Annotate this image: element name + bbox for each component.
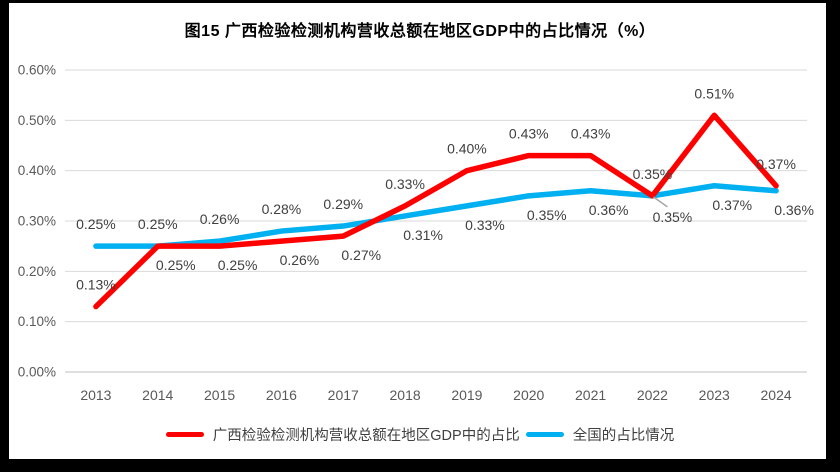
data-label: 0.51%	[694, 85, 734, 101]
legend-label-guangxi: 广西检验检测机构营收总额在地区GDP中的占比	[212, 427, 520, 444]
data-label: 0.13%	[76, 277, 116, 293]
data-label: 0.29%	[323, 196, 363, 212]
x-axis-tick-label: 2023	[699, 387, 730, 403]
x-axis-tick-label: 2014	[142, 387, 173, 403]
x-axis-tick-label: 2020	[513, 387, 544, 403]
data-label: 0.25%	[138, 216, 178, 232]
data-label: 0.25%	[218, 257, 258, 273]
y-axis-tick-label: 0.30%	[18, 214, 56, 229]
legend-swatch-blue-line	[525, 431, 564, 437]
data-label: 0.37%	[712, 197, 752, 213]
chart-panel	[9, 3, 826, 459]
data-label: 0.27%	[341, 247, 381, 263]
data-label: 0.28%	[262, 201, 302, 217]
x-axis-tick-label: 2024	[761, 387, 792, 403]
data-label: 0.37%	[756, 156, 796, 172]
data-label: 0.36%	[589, 202, 629, 218]
series-lines	[93, 112, 779, 310]
leader-line	[652, 196, 668, 208]
x-axis-tick-label: 2021	[575, 387, 606, 403]
data-label: 0.25%	[156, 257, 196, 273]
y-axis-tick-label: 0.10%	[18, 314, 56, 329]
legend-swatch-red-line	[165, 431, 204, 437]
data-label: 0.33%	[385, 176, 425, 192]
data-label: 0.25%	[76, 216, 116, 232]
x-axis-tick-label: 2016	[266, 387, 297, 403]
y-axis-tick-label: 0.20%	[18, 264, 56, 279]
x-axis-tick-label: 2019	[451, 387, 482, 403]
data-labels: 0.13% 0.25% 0.25% 0.26% 0.27% 0.33% 0.40% 0.43%…	[76, 85, 814, 292]
data-label: 0.36%	[774, 202, 814, 218]
data-label: 0.35%	[653, 209, 693, 225]
x-axis-tick-label: 2018	[390, 387, 421, 403]
series-line-guangxi	[93, 112, 779, 310]
legend-item-guangxi: 广西检验检测机构营收总额在地区GDP中的占比	[165, 424, 520, 445]
legend-item-national: 全国的占比情况	[525, 424, 675, 445]
axis-labels: 0.00% 0.10% 0.20% 0.30% 0.40% 0.50% 0.60% 2013 2…	[18, 63, 792, 404]
data-label: 0.40%	[447, 141, 487, 157]
data-label: 0.43%	[571, 126, 611, 142]
y-axis-tick-label: 0.40%	[18, 163, 56, 178]
data-label: 0.43%	[509, 126, 549, 142]
gridlines	[65, 69, 807, 373]
x-axis-tick-label: 2017	[328, 387, 359, 403]
legend-label-national: 全国的占比情况	[572, 427, 675, 444]
data-label: 0.26%	[200, 211, 240, 227]
series-line-national	[93, 183, 779, 249]
y-axis-tick-label: 0.00%	[18, 365, 56, 380]
data-label-leader-line	[652, 196, 668, 208]
chart-title: 图15 广西检验检测机构营收总额在地区GDP中的占比情况（%）	[184, 23, 656, 40]
y-axis-tick-label: 0.60%	[18, 63, 56, 78]
data-label: 0.35%	[527, 207, 567, 223]
y-axis-tick-label: 0.50%	[18, 113, 56, 128]
chart-legend: 广西检验检测机构营收总额在地区GDP中的占比 全国的占比情况	[0, 423, 840, 445]
data-label: 0.31%	[403, 227, 443, 243]
x-axis-tick-label: 2022	[637, 387, 668, 403]
x-axis-tick-label: 2015	[204, 387, 235, 403]
data-label: 0.26%	[280, 252, 320, 268]
data-label: 0.35%	[633, 166, 673, 182]
data-label: 0.33%	[465, 217, 505, 233]
x-axis-tick-label: 2013	[80, 387, 111, 403]
